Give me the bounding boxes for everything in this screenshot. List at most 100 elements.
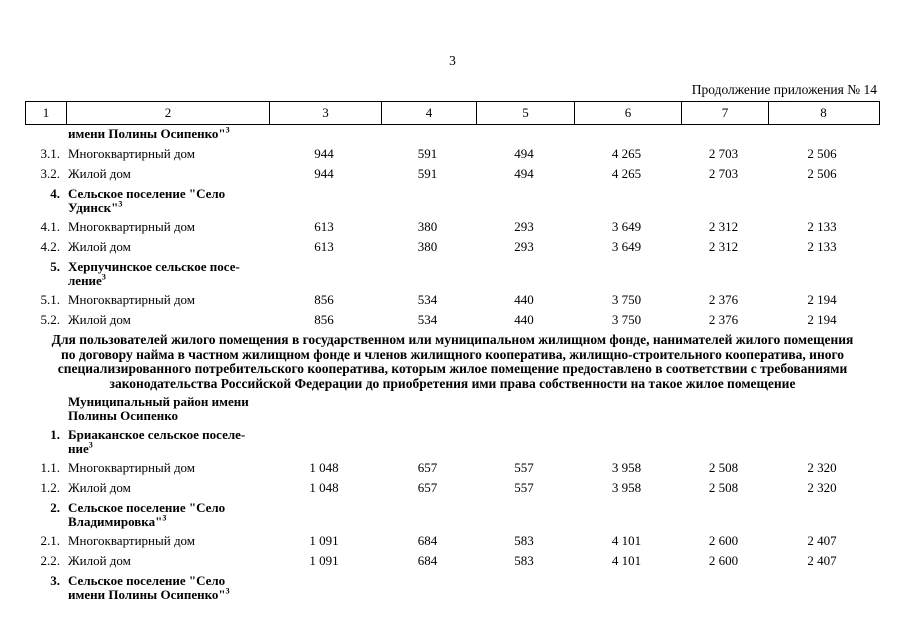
row-label: Бриаканское сельское поселе-ние3	[68, 427, 246, 456]
row-label: Жилой дом	[68, 166, 131, 181]
row-number: 1.1.	[40, 460, 61, 475]
cell-value-col5	[475, 574, 573, 601]
table-row: 2.2. Жилой дом 1 091 684 583 4 101 2 600…	[25, 554, 880, 568]
cell-value-col8	[767, 428, 877, 455]
cell-value-col3	[268, 395, 380, 422]
row-label: Сельское поселение "Село Удинск"3	[68, 186, 226, 215]
cell-value-col4: 380	[417, 239, 438, 254]
cell-value-col5: 494	[514, 146, 534, 161]
row-number: 2.2.	[40, 553, 61, 568]
page-number: 3	[449, 53, 456, 68]
cell-value-col4: 534	[417, 312, 438, 327]
table-row: 2. Сельское поселение "Село Владимировка"…	[25, 501, 880, 528]
cell-value-col8: 2 133	[807, 219, 837, 234]
footnote-marker: 3	[118, 199, 123, 209]
row-number: 5.	[50, 259, 60, 274]
cell-value-col6: 3 958	[611, 460, 642, 475]
cell-value-col8: 2 194	[807, 312, 837, 327]
cell-value-col7: 2 508	[708, 480, 739, 495]
cell-value-col6: 4 101	[611, 533, 642, 548]
cell-value-col6: 4 101	[611, 553, 642, 568]
cell-value-col7: 2 703	[708, 166, 739, 181]
row-number: 1.	[50, 427, 60, 442]
table-row: 2.1. Многоквартирный дом 1 091 684 583 4…	[25, 534, 880, 548]
cell-value-col3: 856	[314, 312, 334, 327]
row-label: Сельское поселение "Село имени Полины Оси…	[68, 573, 230, 602]
cell-value-col4	[380, 127, 475, 141]
cell-value-col3: 1 091	[309, 553, 339, 568]
row-label: Многоквартирный дом	[68, 292, 196, 307]
cell-value-col4: 591	[417, 166, 438, 181]
table-row: 3.1. Многоквартирный дом 944 591 494 4 2…	[25, 147, 880, 161]
cell-value-col6	[573, 574, 680, 601]
cell-value-col6: 4 265	[611, 146, 642, 161]
cell-value-col6: 3 750	[611, 312, 642, 327]
note-paragraph: Для пользователей жилого помещения в гос…	[30, 332, 875, 391]
table-row: 5.1. Многоквартирный дом 856 534 440 3 7…	[25, 293, 880, 307]
note-paragraph-line: специализированного потребительского коо…	[57, 361, 848, 376]
cell-value-col6	[573, 187, 680, 214]
row-number: 5.2.	[40, 312, 61, 327]
cell-value-col8: 2 407	[807, 553, 837, 568]
cell-value-col3: 1 048	[309, 460, 339, 475]
cell-value-col7	[680, 260, 767, 287]
table-row: 5. Херпучинское сельское посе-ление3	[25, 260, 880, 287]
cell-value-col5	[475, 187, 573, 214]
cell-value-col5: 440	[514, 292, 534, 307]
row-label: Херпучинское сельское посе-ление3	[68, 259, 240, 288]
note-paragraph-line: законодательства Российской Федерации до…	[109, 375, 796, 391]
cell-value-col8: 2 506	[807, 166, 837, 181]
cell-value-col5: 293	[514, 239, 534, 254]
cell-value-col3	[268, 574, 380, 601]
cell-value-col7	[680, 187, 767, 214]
cell-value-col4: 534	[417, 292, 438, 307]
cell-value-col3	[268, 260, 380, 287]
cell-value-col8: 2 320	[807, 480, 837, 495]
cell-value-col8: 2 506	[807, 146, 837, 161]
cell-value-col8: 2 320	[807, 460, 837, 475]
cell-value-col8: 2 194	[807, 292, 837, 307]
row-number: 3.1.	[40, 146, 61, 161]
cell-value-col3	[268, 428, 380, 455]
cell-value-col6	[573, 501, 680, 528]
column-header-cell: 6	[574, 102, 681, 124]
table-row: 1. Бриаканское сельское поселе-ние3	[25, 428, 880, 455]
cell-value-col5	[475, 127, 573, 141]
row-label: Многоквартирный дом	[68, 533, 196, 548]
column-header-cell: 3	[269, 102, 381, 124]
row-label: Муниципальный район имени Полины Осипенко	[68, 394, 249, 423]
cell-value-col4: 657	[417, 460, 438, 475]
cell-value-col5: 557	[514, 480, 534, 495]
column-header-cell: 2	[66, 102, 269, 124]
table-row: Муниципальный район имени Полины Осипенко	[25, 395, 880, 422]
cell-value-col7	[680, 428, 767, 455]
cell-value-col7: 2 312	[708, 239, 739, 254]
cell-value-col8	[767, 395, 877, 422]
cell-value-col8	[767, 574, 877, 601]
row-number: 4.2.	[40, 239, 61, 254]
cell-value-col4	[380, 395, 475, 422]
cell-value-col4	[380, 501, 475, 528]
cell-value-col8	[767, 501, 877, 528]
cell-value-col5: 494	[514, 166, 534, 181]
table-row: 4.1. Многоквартирный дом 613 380 293 3 6…	[25, 220, 880, 234]
table-row: 4.2. Жилой дом 613 380 293 3 649 2 312 2…	[25, 240, 880, 254]
row-label: Многоквартирный дом	[68, 219, 196, 234]
cell-value-col4	[380, 574, 475, 601]
cell-value-col6	[573, 395, 680, 422]
cell-value-col4: 657	[417, 480, 438, 495]
column-header-cell: 5	[476, 102, 574, 124]
cell-value-col3	[268, 187, 380, 214]
cell-value-col7	[680, 395, 767, 422]
cell-value-col5: 293	[514, 219, 534, 234]
table-row: 1.2. Жилой дом 1 048 657 557 3 958 2 508…	[25, 481, 880, 495]
row-number: 2.1.	[40, 533, 61, 548]
column-header-cell: 1	[42, 105, 50, 120]
cell-value-col7: 2 600	[708, 533, 739, 548]
cell-value-col7: 2 376	[708, 292, 739, 307]
cell-value-col8	[767, 187, 877, 214]
cell-value-col7	[680, 574, 767, 601]
cell-value-col3: 613	[314, 239, 334, 254]
cell-value-col4	[380, 428, 475, 455]
